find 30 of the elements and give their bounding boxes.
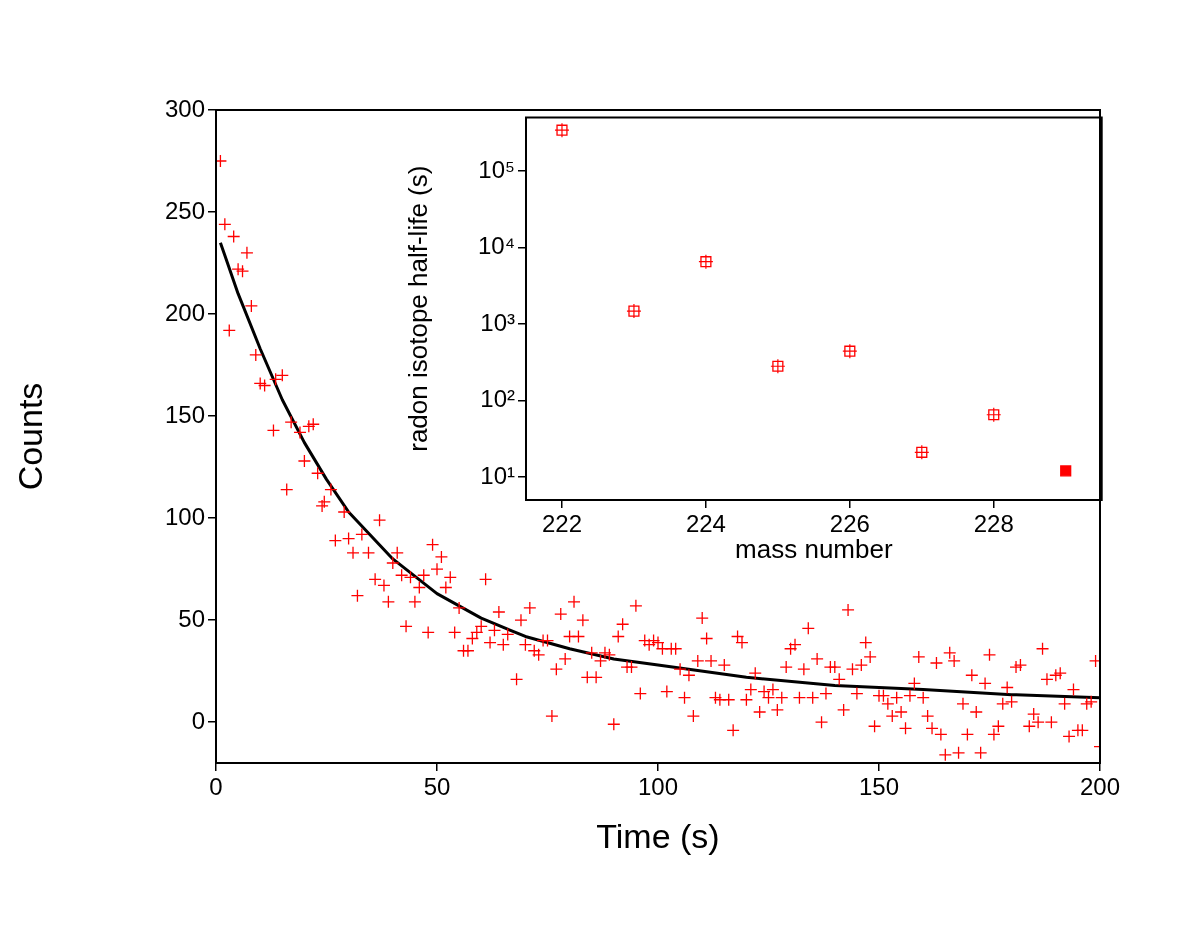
y-tick-label: 150: [164, 400, 205, 428]
point: [698, 254, 714, 270]
point: [842, 343, 858, 359]
y-axis-title: Counts: [10, 382, 49, 491]
y-tick-label: 0: [191, 706, 205, 734]
point: [914, 444, 930, 460]
x-tick-label: 150: [858, 773, 900, 801]
x-axis-title: Time (s): [596, 816, 720, 855]
y-tick-label: 250: [164, 196, 205, 224]
y-tick-label: 10⁴: [477, 232, 515, 260]
x-tick-label: 222: [541, 510, 582, 538]
x-tick-label: 224: [685, 510, 726, 538]
point: [626, 303, 642, 319]
point: [770, 358, 786, 374]
y-tick-label: 10¹: [480, 461, 516, 489]
point: [1060, 465, 1072, 477]
x-tick-label: 0: [209, 773, 223, 801]
y-tick-label: 50: [178, 604, 205, 632]
x-tick-label: 228: [973, 510, 1014, 538]
y-tick-label: 10³: [480, 308, 516, 336]
x-tick-label: 50: [423, 773, 451, 801]
y-axis-title: radon isotope half-life (s): [402, 165, 433, 452]
y-tick-label: 300: [164, 94, 205, 122]
x-tick-label: 200: [1079, 773, 1121, 801]
point: [554, 122, 570, 138]
x-tick-label: 100: [637, 773, 679, 801]
y-tick-label: 10²: [480, 385, 516, 413]
point: [986, 407, 1002, 423]
y-tick-label: 200: [164, 298, 205, 326]
y-tick-label: 10⁵: [478, 155, 515, 183]
